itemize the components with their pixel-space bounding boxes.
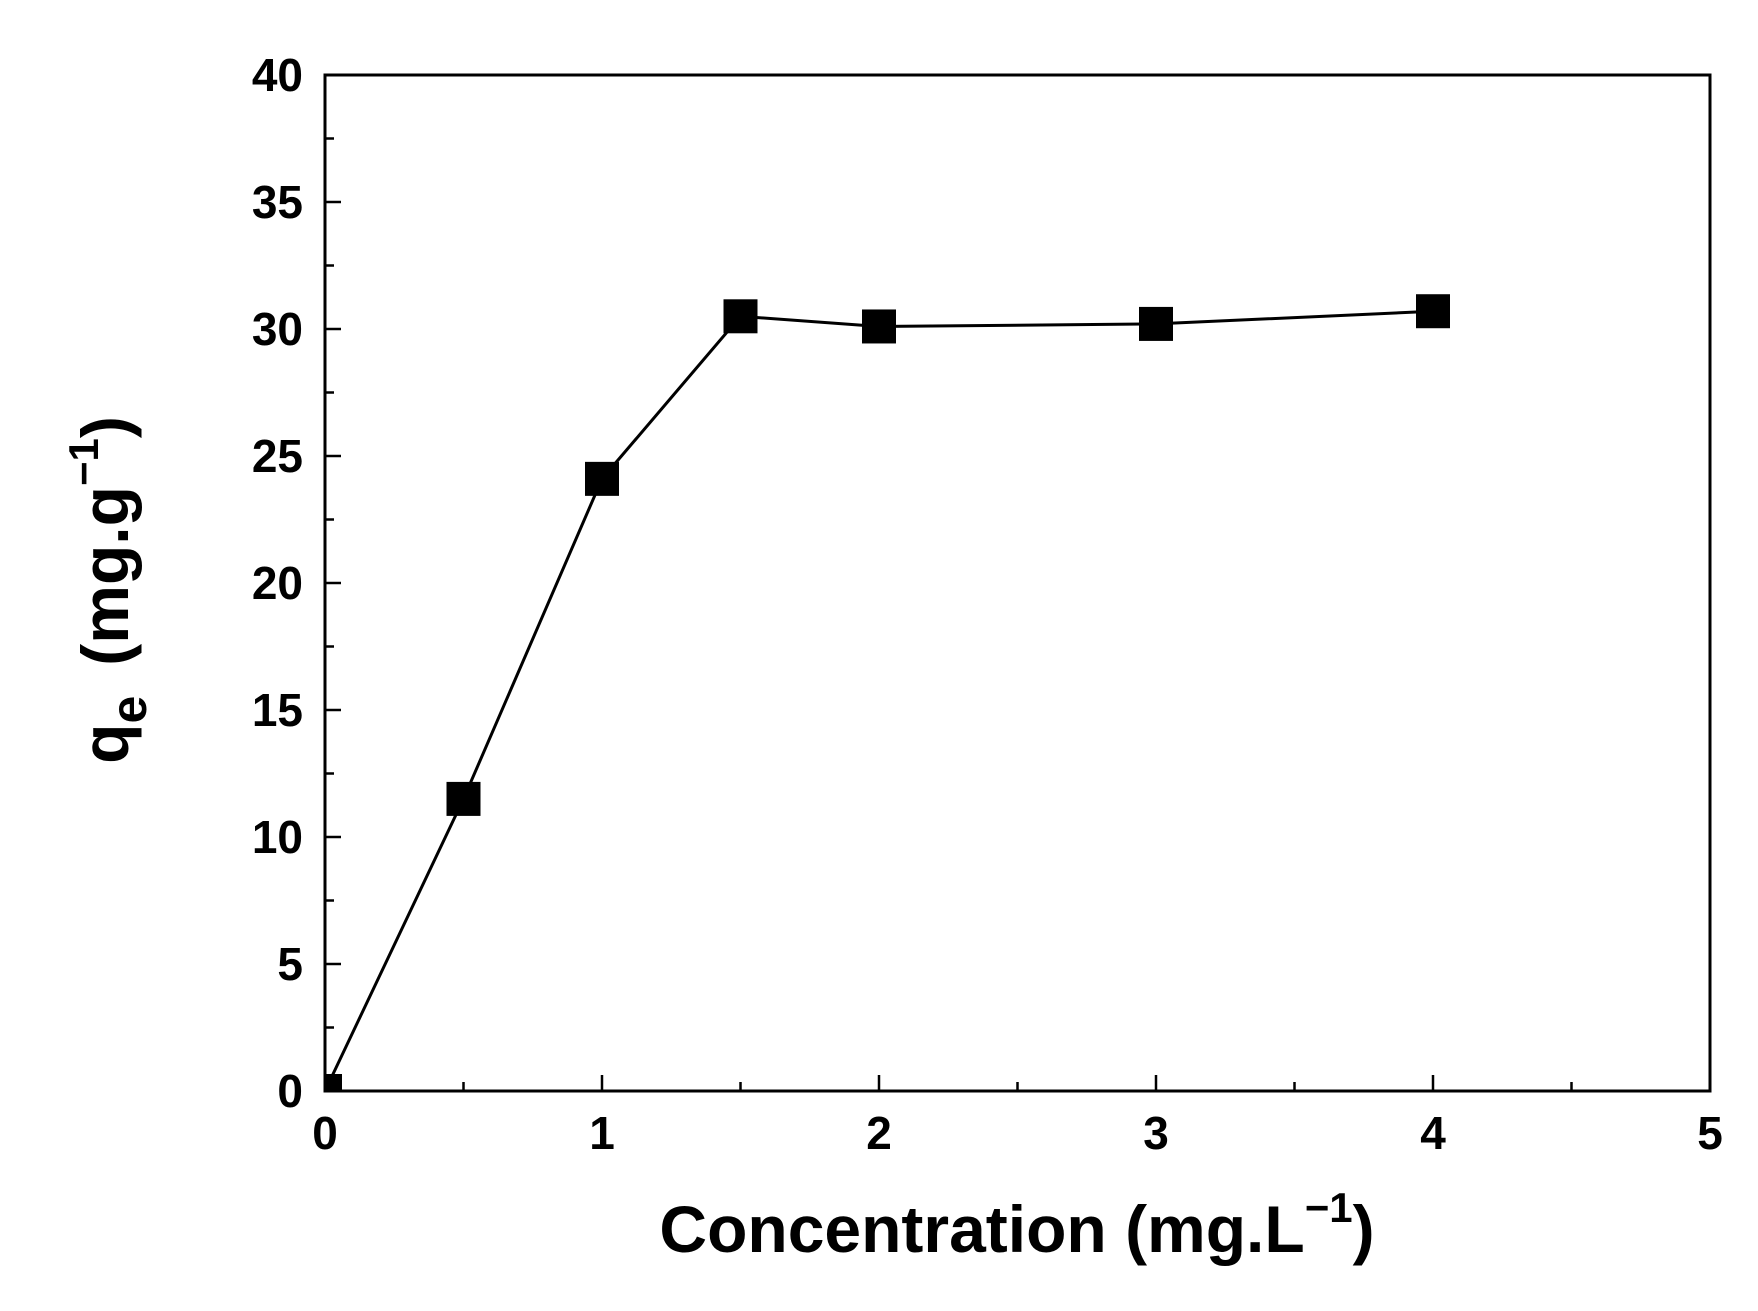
data-point bbox=[862, 309, 896, 344]
y-tick-label: 40 bbox=[252, 49, 303, 101]
y-axis-title-close: ) bbox=[68, 416, 142, 438]
y-axis-title-sup: −1 bbox=[60, 438, 107, 486]
series-line bbox=[323, 309, 1434, 1092]
plot-frame bbox=[323, 73, 1712, 1093]
y-axis-title: qe (mg.g−1) bbox=[60, 416, 157, 764]
y-tick-label: 0 bbox=[277, 1065, 303, 1117]
x-axis-title-text: Concentration (mg.L bbox=[659, 1192, 1304, 1266]
x-tick-label: 4 bbox=[1420, 1107, 1446, 1159]
y-tick-label: 5 bbox=[277, 938, 303, 990]
series-markers bbox=[325, 294, 1450, 1091]
x-tick-label: 2 bbox=[866, 1107, 892, 1159]
x-tick-label: 0 bbox=[312, 1107, 338, 1159]
data-point bbox=[585, 461, 619, 496]
x-axis-title-close: ) bbox=[1353, 1192, 1375, 1266]
y-axis-title-main: q bbox=[68, 724, 142, 764]
y-tick-label: 10 bbox=[252, 811, 303, 863]
y-tick-label: 20 bbox=[252, 557, 303, 609]
x-tick-label: 3 bbox=[1143, 1107, 1169, 1159]
y-tick-label: 35 bbox=[252, 176, 303, 228]
axis-tick-labels: 0 1 2 3 4 5 0 5 10 15 20 25 30 35 40 bbox=[252, 49, 1723, 1159]
x-axis-title-sup: −1 bbox=[1305, 1184, 1353, 1231]
y-axis-title-sub: e bbox=[101, 696, 157, 724]
y-axis-title-unit: (mg.g bbox=[68, 486, 142, 666]
data-point bbox=[325, 1074, 342, 1091]
x-axis-title: Concentration (mg.L−1) bbox=[659, 1184, 1374, 1266]
data-point bbox=[1139, 306, 1173, 341]
y-tick-label: 25 bbox=[252, 430, 303, 482]
axis-ticks bbox=[323, 73, 1712, 1093]
data-point bbox=[446, 781, 481, 816]
y-tick-label: 30 bbox=[252, 303, 303, 355]
x-tick-label: 5 bbox=[1697, 1107, 1723, 1159]
data-point bbox=[1416, 294, 1450, 329]
data-point bbox=[723, 299, 758, 334]
y-tick-label: 15 bbox=[252, 684, 303, 736]
x-tick-label: 1 bbox=[589, 1107, 615, 1159]
